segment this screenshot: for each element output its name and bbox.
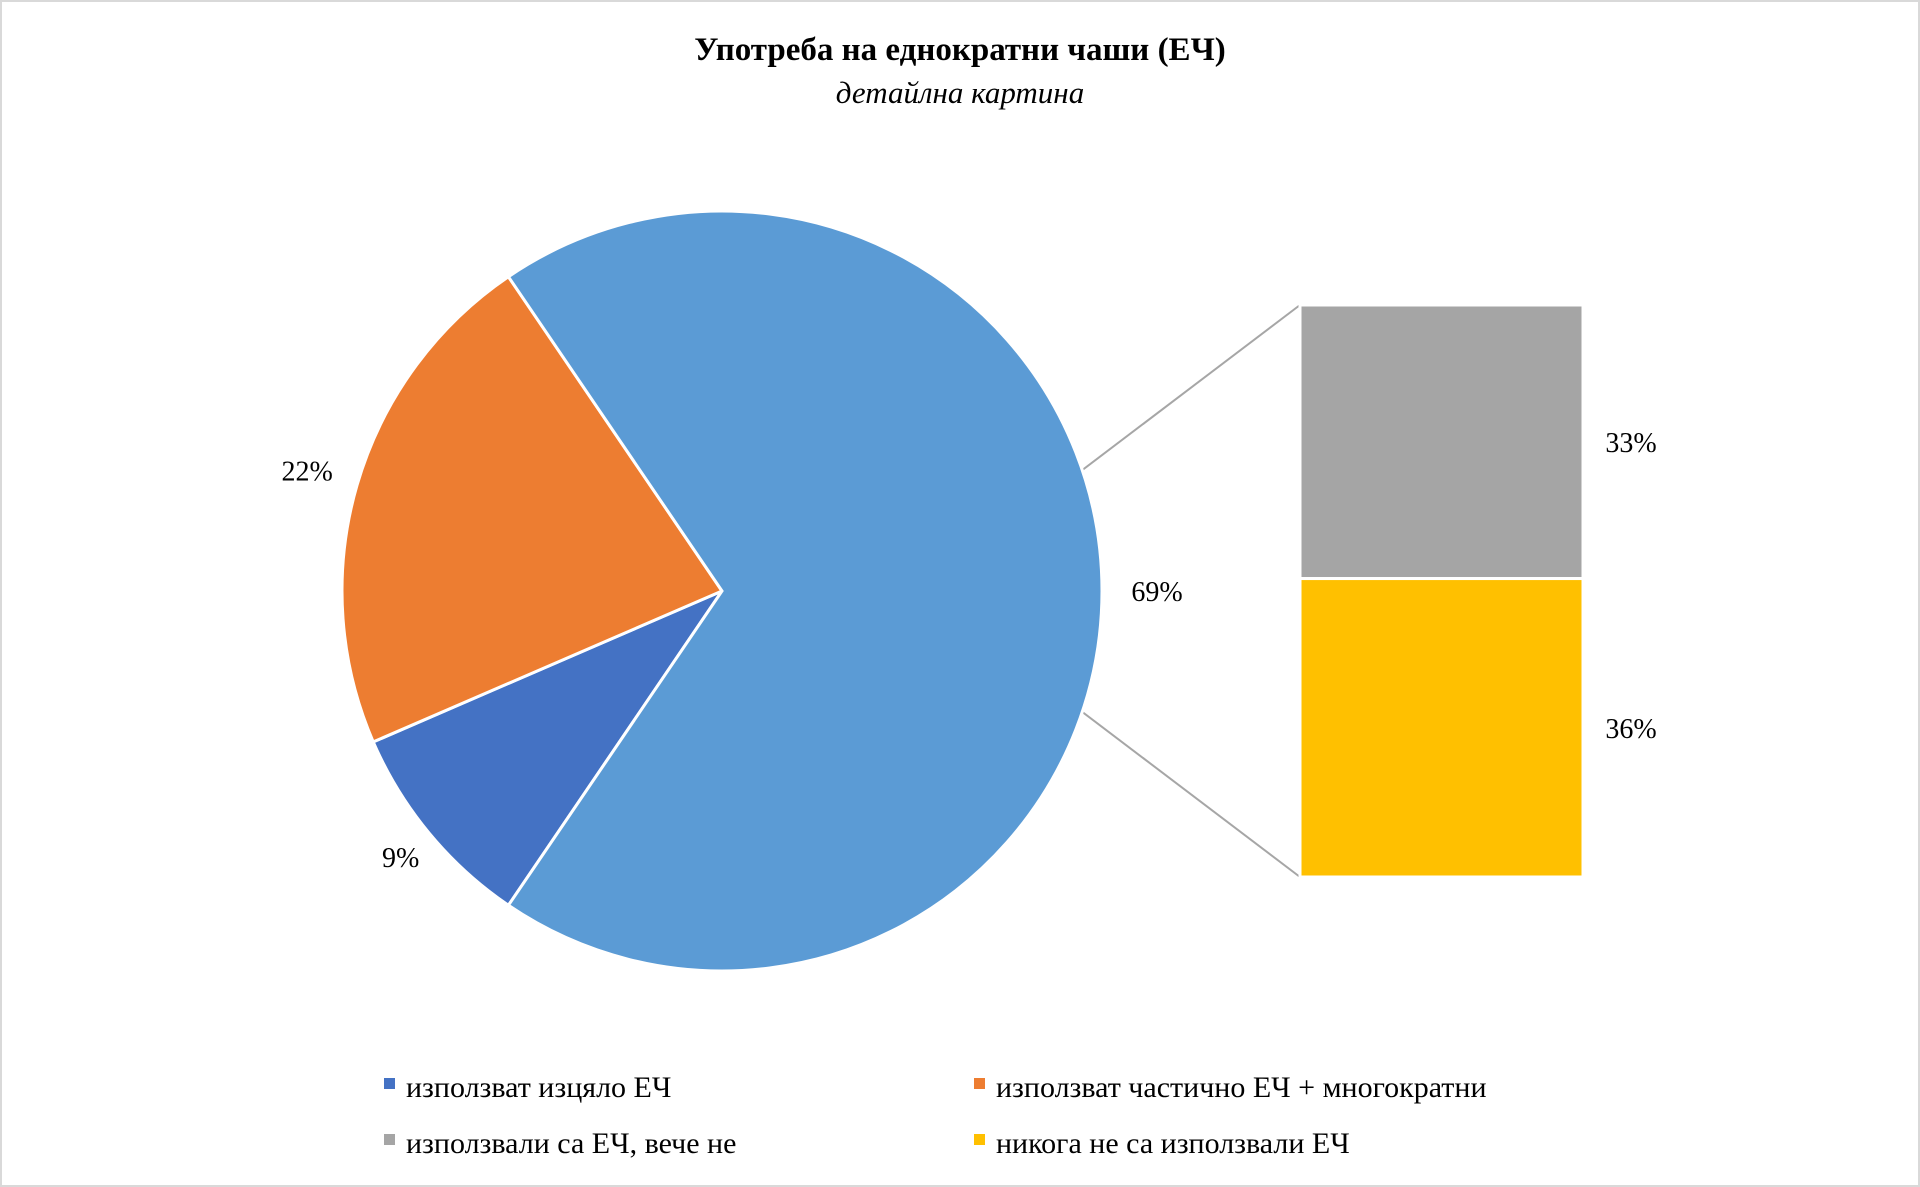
legend-swatch bbox=[974, 1078, 985, 1089]
pie-data-label: 9% bbox=[382, 843, 419, 874]
pie-slice bbox=[506, 209, 1104, 973]
pie-data-labels: 9% 22% 69% bbox=[281, 456, 1182, 873]
bar-data-label: 36% bbox=[1605, 714, 1656, 745]
legend: използват изцяло ЕЧ използват частично ЕЧ… bbox=[384, 1071, 1487, 1160]
pie-slice bbox=[371, 587, 727, 908]
bar-data-labels: 33% 36% bbox=[1605, 428, 1656, 745]
legend-label: използвали са ЕЧ, вече не bbox=[406, 1127, 736, 1160]
pie-data-label: 69% bbox=[1131, 577, 1182, 608]
legend-label: използват частично ЕЧ + многократни bbox=[996, 1071, 1487, 1104]
legend-swatch bbox=[384, 1078, 395, 1089]
legend-label: използват изцяло ЕЧ bbox=[406, 1071, 671, 1104]
bar-segment bbox=[1298, 577, 1585, 879]
legend-swatch bbox=[384, 1134, 395, 1145]
legend-label: никога не са използвали ЕЧ bbox=[996, 1127, 1350, 1160]
legend-swatch bbox=[974, 1134, 985, 1145]
bar-segment bbox=[1298, 303, 1585, 581]
bar-data-label: 33% bbox=[1605, 428, 1656, 459]
chart-subtitle: детайлна картина bbox=[836, 75, 1084, 110]
chart-title: Употреба на еднократни чаши (ЕЧ) bbox=[694, 32, 1226, 68]
pie-data-label: 22% bbox=[281, 456, 332, 487]
bar-of-pie bbox=[1298, 303, 1585, 879]
pie-slice bbox=[340, 274, 725, 744]
pie bbox=[340, 209, 1104, 973]
